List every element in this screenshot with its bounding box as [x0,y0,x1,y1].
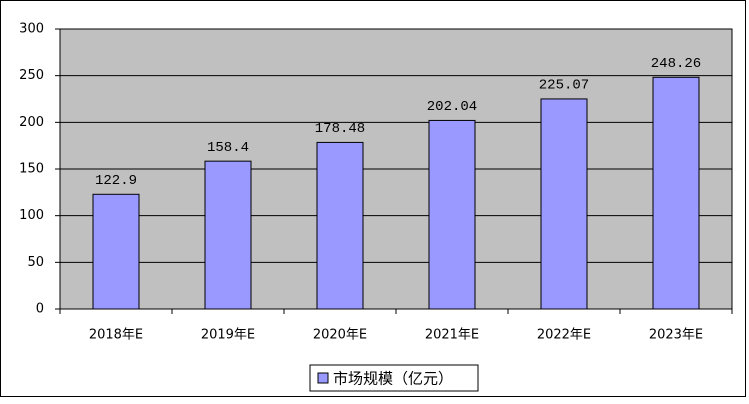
x-tick-label: 2023年E [649,328,703,343]
bar [540,98,588,310]
x-tick-label: 2020年E [313,328,367,343]
data-label: 225.07 [539,78,589,94]
y-tick-label: 100 [19,208,44,223]
y-tick-label: 0 [36,302,44,317]
x-tick-label: 2019年E [201,328,255,343]
data-label: 178.48 [315,121,365,137]
x-tick-label: 2022年E [537,328,591,343]
legend-label: 市场规模（亿元） [333,370,453,388]
data-label: 248.26 [651,56,701,72]
data-label: 158.4 [207,140,249,156]
bar [316,141,364,310]
y-tick-label: 250 [19,68,44,83]
y-tick-label: 150 [19,162,44,177]
y-tick-label: 200 [19,115,44,130]
data-label: 202.04 [427,99,477,115]
bar [92,193,140,310]
y-tick-label: 50 [27,255,44,270]
x-tick-label: 2018年E [89,328,143,343]
y-tick-label: 300 [19,22,44,37]
bar [652,76,700,310]
bar [204,160,252,310]
data-label: 122.9 [95,173,137,189]
legend-swatch [317,372,329,384]
bar [428,119,476,310]
x-tick-label: 2021年E [425,328,479,343]
legend-box [309,364,479,392]
